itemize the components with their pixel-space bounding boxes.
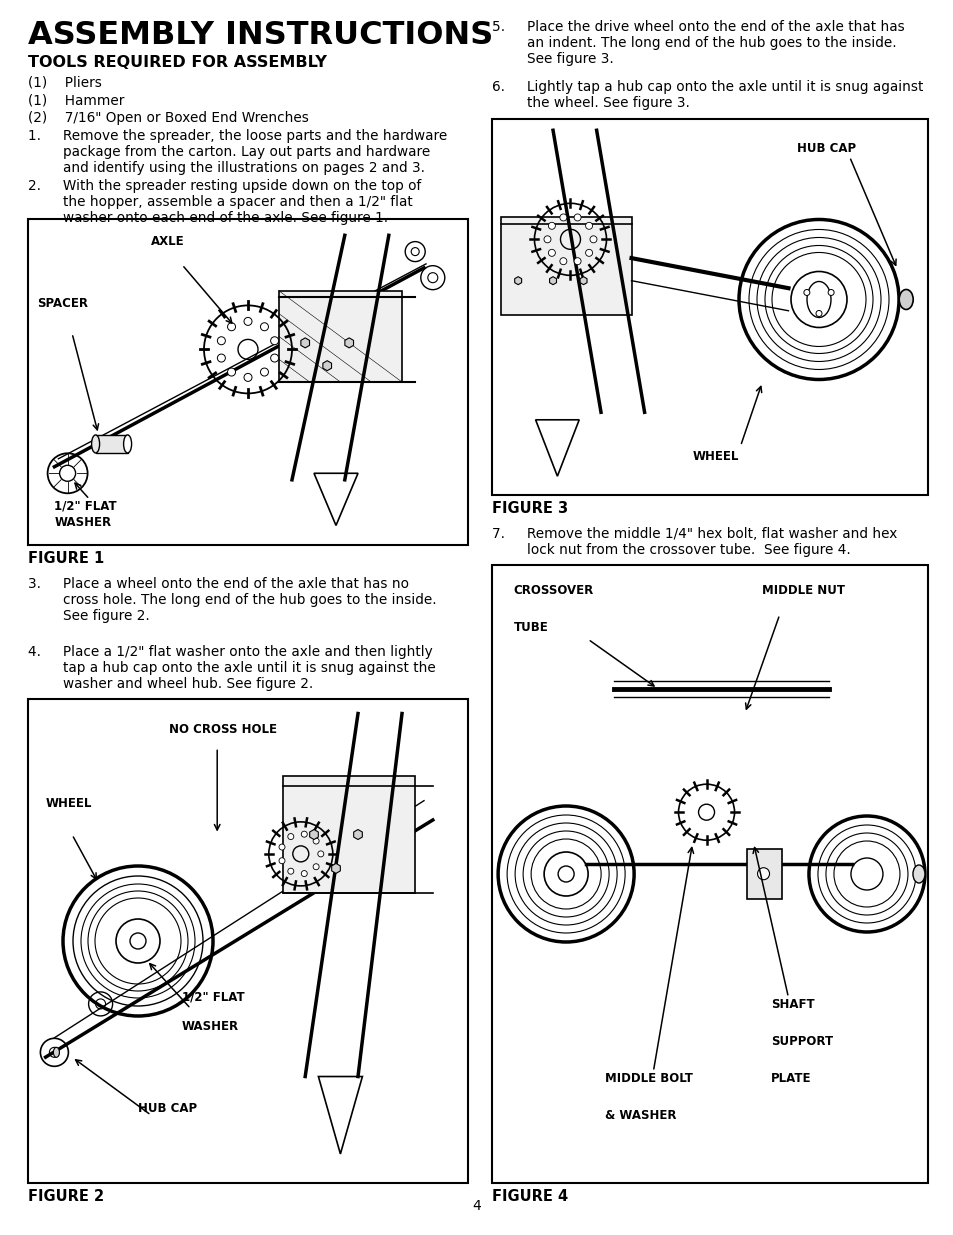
- Bar: [278, 290, 401, 382]
- Circle shape: [589, 236, 597, 243]
- Circle shape: [548, 249, 555, 257]
- Text: See figure 2.: See figure 2.: [28, 609, 150, 622]
- Text: MIDDLE NUT: MIDDLE NUT: [761, 584, 844, 597]
- Circle shape: [228, 322, 235, 331]
- Text: PLATE: PLATE: [770, 1072, 811, 1084]
- Text: SPACER: SPACER: [37, 298, 88, 310]
- Text: FIGURE 3: FIGURE 3: [492, 501, 568, 516]
- Text: tap a hub cap onto the axle until it is snug against the: tap a hub cap onto the axle until it is …: [28, 661, 436, 676]
- Text: 4: 4: [472, 1199, 481, 1213]
- Circle shape: [288, 868, 294, 874]
- Text: WASHER: WASHER: [182, 1020, 239, 1032]
- Circle shape: [271, 337, 278, 345]
- Text: 7.     Remove the middle 1/4" hex bolt, flat washer and hex: 7. Remove the middle 1/4" hex bolt, flat…: [492, 527, 897, 541]
- Bar: [492, 564, 927, 1183]
- Circle shape: [288, 834, 294, 840]
- Text: FIGURE 2: FIGURE 2: [28, 1189, 104, 1204]
- Ellipse shape: [899, 289, 912, 310]
- Text: cross hole. The long end of the hub goes to the inside.: cross hole. The long end of the hub goes…: [28, 593, 436, 606]
- Circle shape: [757, 868, 769, 879]
- Text: 2.     With the spreader resting upside down on the top of: 2. With the spreader resting upside down…: [28, 179, 421, 193]
- Text: package from the carton. Lay out parts and hardware: package from the carton. Lay out parts a…: [28, 144, 430, 159]
- Text: ASSEMBLY INSTRUCTIONS: ASSEMBLY INSTRUCTIONS: [28, 20, 493, 51]
- Text: TUBE: TUBE: [514, 621, 548, 634]
- Text: SUPPORT: SUPPORT: [770, 1035, 832, 1047]
- Text: FIGURE 1: FIGURE 1: [28, 551, 104, 566]
- Circle shape: [217, 337, 225, 345]
- Circle shape: [585, 222, 592, 230]
- Text: SHAFT: SHAFT: [770, 998, 814, 1010]
- Bar: [283, 777, 415, 893]
- Circle shape: [574, 214, 580, 221]
- Text: 4.     Place a 1/2" flat washer onto the axle and then lightly: 4. Place a 1/2" flat washer onto the axl…: [28, 645, 433, 659]
- Bar: [492, 119, 927, 495]
- Ellipse shape: [806, 282, 830, 317]
- Text: HUB CAP: HUB CAP: [138, 1103, 197, 1115]
- Text: the wheel. See figure 3.: the wheel. See figure 3.: [492, 96, 689, 110]
- Circle shape: [278, 858, 285, 863]
- Circle shape: [543, 236, 551, 243]
- Text: See figure 3.: See figure 3.: [492, 52, 613, 65]
- Circle shape: [301, 831, 307, 837]
- Text: TOOLS REQUIRED FOR ASSEMBLY: TOOLS REQUIRED FOR ASSEMBLY: [28, 56, 327, 70]
- Ellipse shape: [912, 864, 924, 883]
- Text: 6.     Lightly tap a hub cap onto the axle until it is snug against: 6. Lightly tap a hub cap onto the axle u…: [492, 80, 923, 94]
- Circle shape: [244, 317, 252, 325]
- Circle shape: [803, 289, 809, 295]
- Text: the hopper, assemble a spacer and then a 1/2" flat: the hopper, assemble a spacer and then a…: [28, 195, 413, 209]
- Text: 1.     Remove the spreader, the loose parts and the hardware: 1. Remove the spreader, the loose parts …: [28, 128, 447, 143]
- Circle shape: [559, 214, 566, 221]
- Text: MIDDLE BOLT: MIDDLE BOLT: [605, 1072, 693, 1084]
- Circle shape: [317, 851, 323, 857]
- Text: and identify using the illustrations on pages 2 and 3.: and identify using the illustrations on …: [28, 161, 424, 175]
- Circle shape: [260, 368, 268, 375]
- Text: an indent. The long end of the hub goes to the inside.: an indent. The long end of the hub goes …: [492, 36, 896, 49]
- Text: FIGURE 4: FIGURE 4: [492, 1189, 568, 1204]
- Text: WHEEL: WHEEL: [46, 798, 91, 810]
- Circle shape: [559, 258, 566, 264]
- Text: AXLE: AXLE: [151, 236, 185, 248]
- Ellipse shape: [53, 1047, 59, 1057]
- Text: 1/2" FLAT: 1/2" FLAT: [54, 499, 117, 513]
- Circle shape: [827, 289, 833, 295]
- Text: WASHER: WASHER: [54, 516, 112, 529]
- Text: washer onto each end of the axle. See figure 1.: washer onto each end of the axle. See fi…: [28, 211, 388, 225]
- Ellipse shape: [91, 435, 99, 453]
- Text: (1)    Hammer: (1) Hammer: [28, 93, 124, 107]
- Bar: [95, 435, 128, 453]
- Circle shape: [217, 354, 225, 362]
- Text: CROSSOVER: CROSSOVER: [514, 584, 594, 597]
- Text: HUB CAP: HUB CAP: [797, 142, 856, 154]
- Text: washer and wheel hub. See figure 2.: washer and wheel hub. See figure 2.: [28, 677, 313, 692]
- Circle shape: [548, 222, 555, 230]
- Text: & WASHER: & WASHER: [605, 1109, 676, 1121]
- Bar: [746, 848, 781, 899]
- Text: 5.     Place the drive wheel onto the end of the axle that has: 5. Place the drive wheel onto the end of…: [492, 20, 903, 35]
- Text: NO CROSS HOLE: NO CROSS HOLE: [169, 724, 276, 736]
- Text: 3.     Place a wheel onto the end of the axle that has no: 3. Place a wheel onto the end of the axl…: [28, 577, 409, 592]
- Text: 1/2" FLAT: 1/2" FLAT: [182, 990, 244, 1004]
- Circle shape: [271, 354, 278, 362]
- Circle shape: [244, 373, 252, 382]
- Circle shape: [260, 322, 268, 331]
- Circle shape: [301, 871, 307, 877]
- Circle shape: [313, 839, 319, 844]
- Bar: [28, 699, 468, 1183]
- Circle shape: [313, 863, 319, 869]
- Bar: [28, 219, 468, 545]
- Circle shape: [585, 249, 592, 257]
- Text: (2)    7/16" Open or Boxed End Wrenches: (2) 7/16" Open or Boxed End Wrenches: [28, 111, 309, 125]
- Text: lock nut from the crossover tube.  See figure 4.: lock nut from the crossover tube. See fi…: [492, 543, 850, 557]
- Circle shape: [574, 258, 580, 264]
- Circle shape: [228, 368, 235, 375]
- Ellipse shape: [124, 435, 132, 453]
- Bar: [500, 217, 631, 315]
- Text: WHEEL: WHEEL: [692, 450, 739, 463]
- Text: (1)    Pliers: (1) Pliers: [28, 75, 102, 89]
- Circle shape: [278, 844, 285, 850]
- Circle shape: [815, 310, 821, 316]
